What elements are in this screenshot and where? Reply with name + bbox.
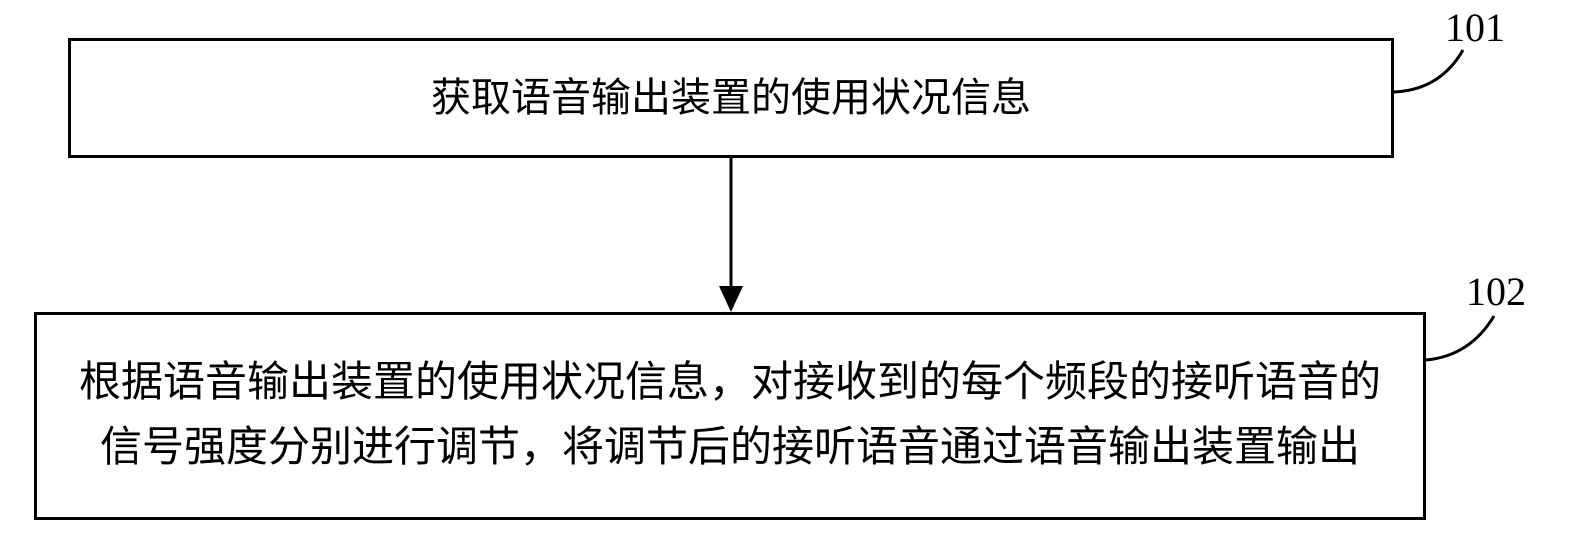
flow-node-2-leader — [0, 0, 1591, 548]
flowchart-canvas: 获取语音输出装置的使用状况信息 101 根据语音输出装置的使用状况信息，对接收到… — [0, 0, 1591, 548]
